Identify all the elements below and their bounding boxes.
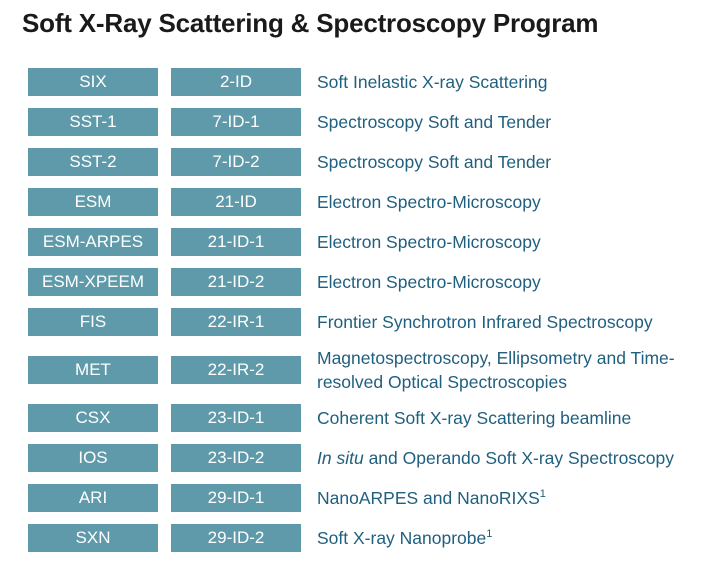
- beamline-description-link[interactable]: Spectroscopy Soft and Tender: [317, 112, 552, 132]
- description-italic-text: In situ: [317, 448, 364, 468]
- description-text: NanoARPES and NanoRIXS: [317, 488, 540, 508]
- beamline-description-link[interactable]: Spectroscopy Soft and Tender: [317, 152, 552, 172]
- beamline-row-esm: ESM 21-ID Electron Spectro-Microscopy: [28, 188, 705, 216]
- beamline-sector-badge: 7-ID-1: [171, 108, 301, 136]
- page-title: Soft X-Ray Scattering & Spectroscopy Pro…: [22, 8, 599, 38]
- beamline-sector-badge: 22-IR-2: [171, 356, 301, 384]
- beamline-sector-badge: 23-ID-2: [171, 444, 301, 472]
- beamline-sector-badge: 23-ID-1: [171, 404, 301, 432]
- beamline-sector-badge: 2-ID: [171, 68, 301, 96]
- beamline-row-sxn: SXN 29-ID-2 Soft X-ray Nanoprobe1: [28, 524, 705, 552]
- beamline-description-link[interactable]: In situ and Operando Soft X-ray Spectros…: [317, 446, 705, 470]
- footnote-marker: 1: [486, 528, 493, 540]
- beamline-sector-badge: 22-IR-1: [171, 308, 301, 336]
- beamline-row-fis: FIS 22-IR-1 Frontier Synchrotron Infrare…: [28, 308, 705, 336]
- beamline-abbrev-badge: ARI: [28, 484, 158, 512]
- beamline-abbrev-badge: CSX: [28, 404, 158, 432]
- beamline-sector-badge: 29-ID-2: [171, 524, 301, 552]
- beamline-abbrev-badge: FIS: [28, 308, 158, 336]
- beamline-abbrev-badge: MET: [28, 356, 158, 384]
- beamline-abbrev-badge: ESM-XPEEM: [28, 268, 158, 296]
- beamline-description-link[interactable]: Electron Spectro-Microscopy: [317, 192, 541, 212]
- beamline-abbrev-badge: ESM-ARPES: [28, 228, 158, 256]
- description-text: and Operando Soft X-ray Spectroscopy: [363, 448, 675, 468]
- beamline-description-link[interactable]: Soft Inelastic X-ray Scattering: [317, 72, 548, 92]
- beamline-row-met: MET 22-IR-2 Magnetospectroscopy, Ellipso…: [28, 348, 705, 392]
- beamline-sector-badge: 21-ID: [171, 188, 301, 216]
- beamline-sector-badge: 29-ID-1: [171, 484, 301, 512]
- beamline-row-sst-1: SST-1 7-ID-1 Spectroscopy Soft and Tende…: [28, 108, 705, 136]
- beamline-row-sst-2: SST-2 7-ID-2 Spectroscopy Soft and Tende…: [28, 148, 705, 176]
- beamline-description-link[interactable]: Frontier Synchrotron Infrared Spectrosco…: [317, 312, 653, 332]
- beamline-abbrev-badge: SIX: [28, 68, 158, 96]
- beamline-sector-badge: 21-ID-1: [171, 228, 301, 256]
- beamline-row-six: SIX 2-ID Soft Inelastic X-ray Scattering: [28, 68, 705, 96]
- beamline-description-link[interactable]: Electron Spectro-Microscopy: [317, 232, 541, 252]
- beamline-description-link[interactable]: NanoARPES and NanoRIXS1: [317, 486, 705, 510]
- beamline-description-link[interactable]: Magnetospectroscopy, Ellipsometry and Ti…: [317, 348, 675, 392]
- beamline-abbrev-badge: SST-1: [28, 108, 158, 136]
- footnote-marker: 1: [539, 488, 546, 500]
- beamline-abbrev-badge: SXN: [28, 524, 158, 552]
- beamline-row-csx: CSX 23-ID-1 Coherent Soft X-ray Scatteri…: [28, 404, 705, 432]
- beamline-abbrev-badge: IOS: [28, 444, 158, 472]
- beamline-description-link[interactable]: Electron Spectro-Microscopy: [317, 272, 541, 292]
- beamline-row-ari: ARI 29-ID-1 NanoARPES and NanoRIXS1: [28, 484, 705, 512]
- beamline-abbrev-badge: SST-2: [28, 148, 158, 176]
- beamline-row-esm-xpeem: ESM-XPEEM 21-ID-2 Electron Spectro-Micro…: [28, 268, 705, 296]
- beamline-sector-badge: 7-ID-2: [171, 148, 301, 176]
- beamline-description-link[interactable]: Soft X-ray Nanoprobe1: [317, 526, 705, 550]
- beamline-row-ios: IOS 23-ID-2 In situ and Operando Soft X-…: [28, 444, 705, 472]
- beamline-table: SIX 2-ID Soft Inelastic X-ray Scattering…: [28, 68, 705, 564]
- beamline-abbrev-badge: ESM: [28, 188, 158, 216]
- beamline-description-link[interactable]: Coherent Soft X-ray Scattering beamline: [317, 408, 632, 428]
- beamline-row-esm-arpes: ESM-ARPES 21-ID-1 Electron Spectro-Micro…: [28, 228, 705, 256]
- beamline-sector-badge: 21-ID-2: [171, 268, 301, 296]
- description-text: Soft X-ray Nanoprobe: [317, 528, 487, 548]
